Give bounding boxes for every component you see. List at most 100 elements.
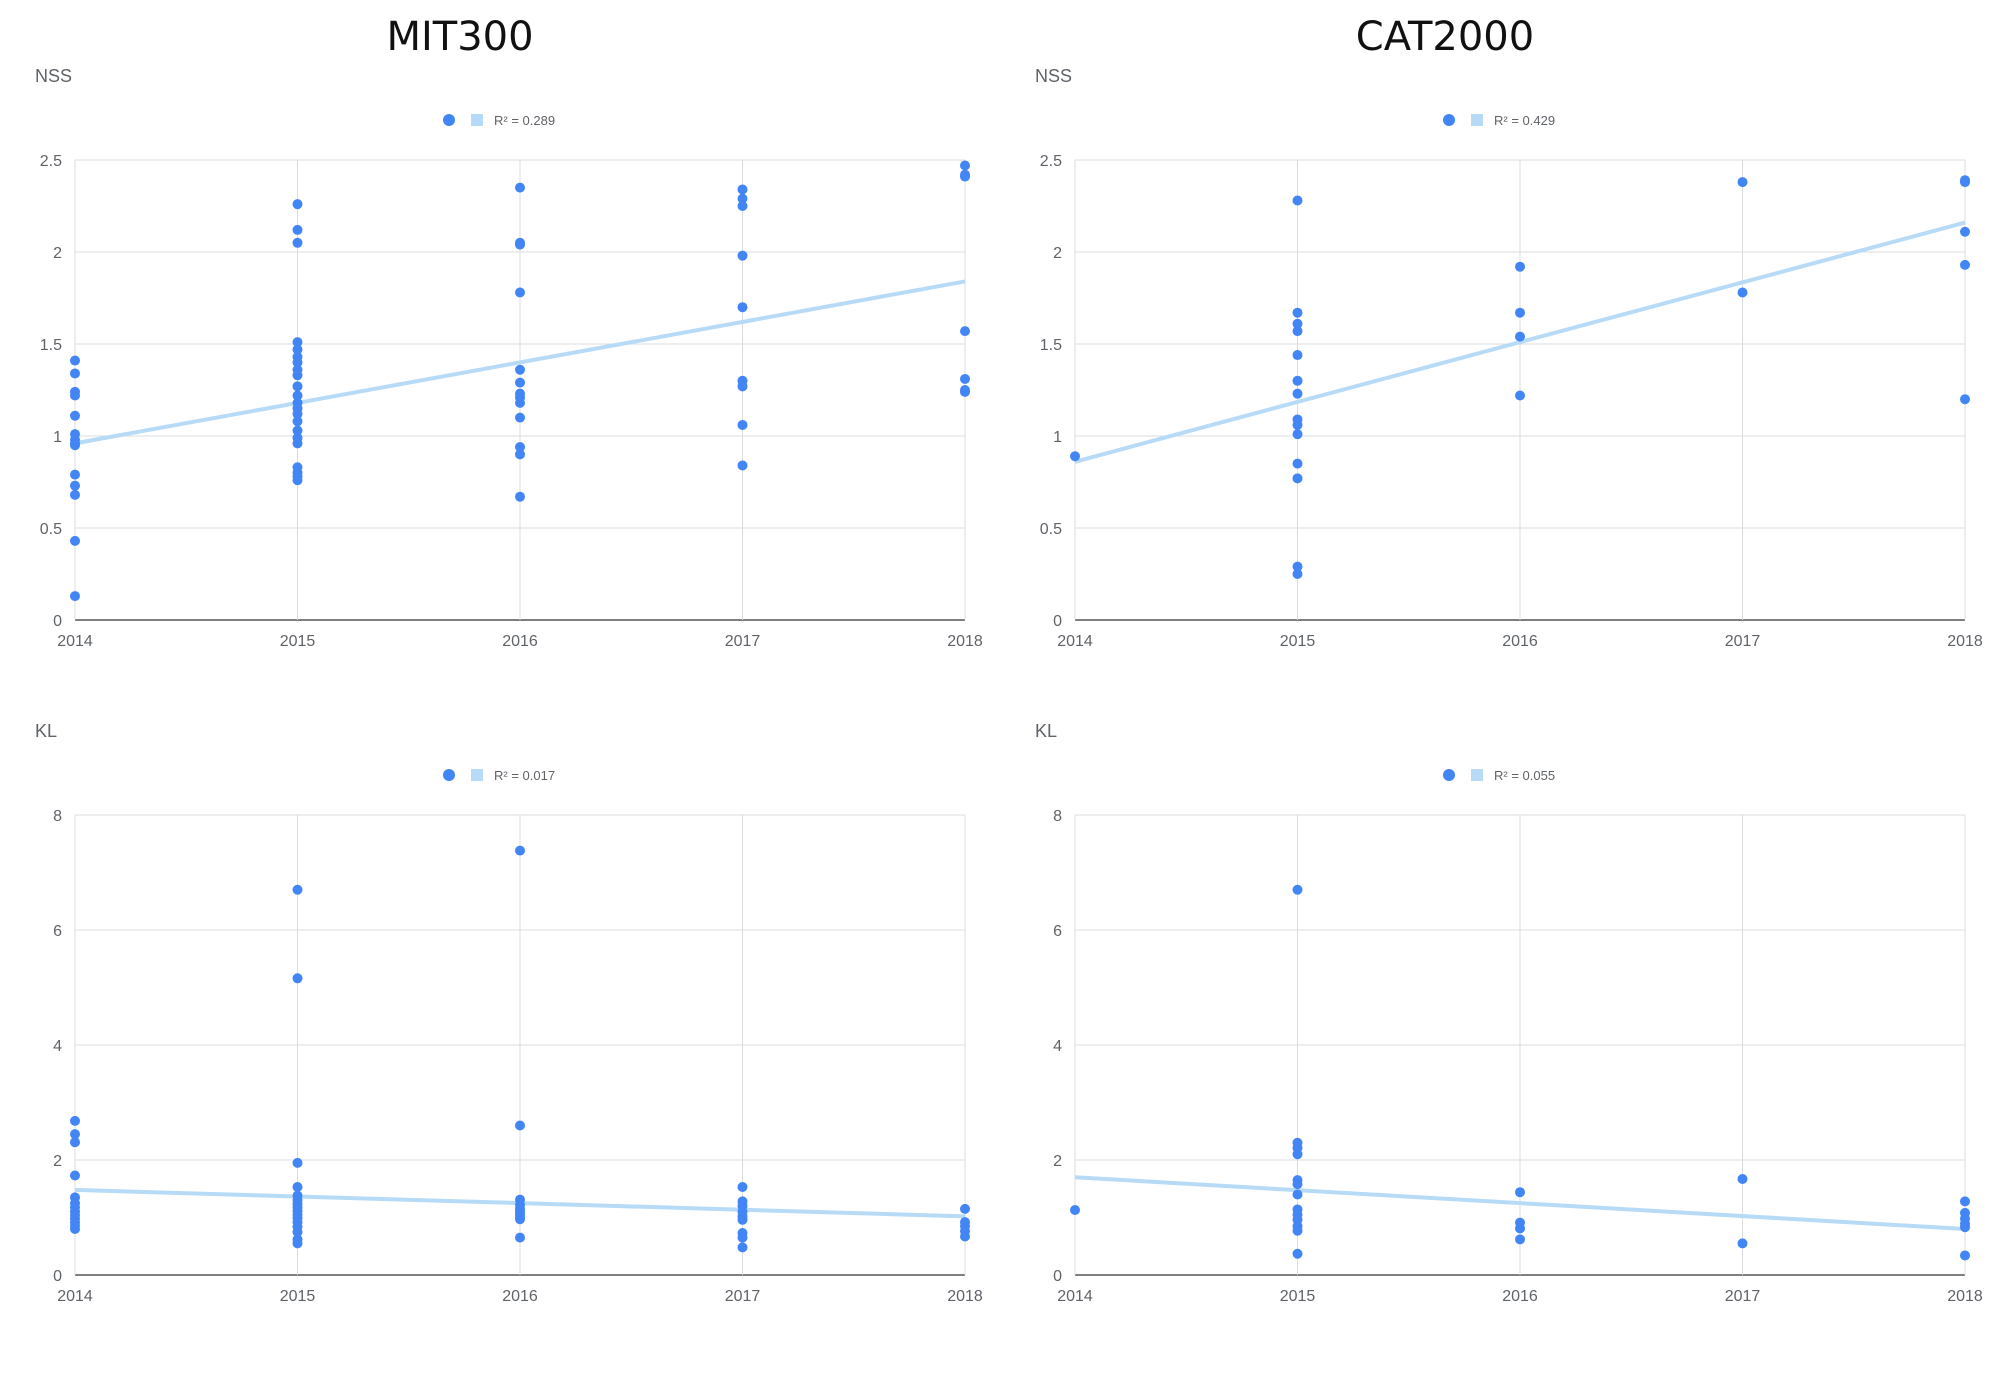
data-point [292,408,303,419]
chart-mit300-nss: NSS R² = 0.289 0 0.5 1 1.5 2 2.5 2014 2015 2016 201… [0,60,1000,720]
data-point [1960,177,1970,188]
data-point [70,1137,80,1148]
data-point [70,1170,80,1181]
y-tick-label: 1.5 [40,337,62,354]
x-tick-label: 2016 [1502,1288,1538,1305]
data-point [1737,1238,1748,1249]
data-point [1292,350,1303,361]
column-title-cat2000: CAT2000 [1355,14,1535,60]
y-tick-label: 1 [53,429,62,446]
data-point [737,1182,748,1193]
data-point [1960,1222,1970,1233]
x-tick-label: 2015 [280,1288,316,1305]
y-tick-label: 0 [53,613,62,630]
data-point [960,326,970,337]
data-point [1960,394,1970,405]
legend: R² = 0.429 [1443,113,1555,128]
data-point [292,381,303,392]
chart-cat2000-kl: KL R² = 0.055 0 2 4 6 8 2014 2015 2016 2017 2018 [1000,715,2000,1375]
x-tick-label: 2017 [1725,633,1761,650]
y-axis-label: NSS [35,66,72,86]
data-point [1292,1149,1303,1160]
y-tick-label: 6 [53,923,62,940]
y-tick-label: 4 [1053,1038,1062,1055]
x-tick-label: 2015 [1280,1288,1316,1305]
data-point [292,237,303,248]
column-title-mit300: MIT300 [386,14,534,60]
data-point [1070,451,1080,462]
data-point [960,1231,970,1242]
data-point [1960,226,1970,237]
data-point [515,412,525,423]
chart-mit300-kl: KL R² = 0.017 0 2 4 6 8 2014 2015 2016 2017 2018 [0,715,1000,1375]
data-point [1292,195,1303,206]
data-point [737,381,748,392]
data-point [1292,884,1303,895]
data-point [515,182,525,193]
x-tick-label: 2017 [1725,1288,1761,1305]
data-point [737,460,748,471]
legend-marker-points [443,769,455,781]
data-point [292,1182,303,1193]
data-point [1292,1248,1303,1259]
x-tick-label: 2014 [57,1288,93,1305]
data-point [70,368,80,379]
data-point [737,193,748,204]
y-tick-label: 8 [1053,808,1062,825]
legend-label-trendline: R² = 0.429 [1494,113,1555,128]
data-point [515,449,525,460]
data-point [292,337,303,348]
x-tick-label: 2018 [947,1288,983,1305]
data-point [515,1214,525,1225]
x-tick-label: 2018 [1947,1288,1983,1305]
data-point [960,1203,970,1214]
y-tick-label: 2.5 [40,153,62,170]
x-tick-label: 2016 [1502,633,1538,650]
data-point [70,390,80,401]
legend-label-trendline: R² = 0.055 [1494,768,1555,783]
x-tick-label: 2017 [725,633,761,650]
data-point [515,364,525,375]
x-tick-label: 2018 [1947,633,1983,650]
data-point [960,386,970,397]
data-point [292,475,303,486]
data-point [515,287,525,298]
data-point [1292,429,1303,440]
data-point [292,438,303,449]
y-tick-label: 0 [1053,613,1062,630]
data-point [70,1115,80,1126]
x-tick-label: 2014 [1057,633,1093,650]
y-tick-label: 2 [1053,1153,1062,1170]
data-point [292,973,303,984]
data-point [1292,388,1303,399]
data-point [737,1232,748,1243]
data-point [1292,569,1303,579]
data-point [70,410,80,421]
x-tick-label: 2014 [57,633,93,650]
x-tick-label: 2016 [502,1288,538,1305]
y-tick-label: 0 [53,1268,62,1285]
data-point [1292,419,1303,430]
y-tick-label: 0.5 [40,521,62,538]
y-tick-label: 2 [53,245,62,262]
y-tick-label: 2 [1053,245,1062,262]
trendline [74,279,966,446]
data-point [1292,1179,1303,1190]
legend-marker-trendline [471,114,483,126]
x-tick-label: 2015 [280,633,316,650]
chart-svg: NSS R² = 0.289 0 0.5 1 1.5 2 2.5 2014 2015 2016 201… [35,66,983,650]
data-point [70,469,80,480]
x-tick-label: 2017 [725,1288,761,1305]
data-point [515,845,525,856]
x-tick-label: 2016 [502,633,538,650]
data-point [1292,458,1303,469]
data-point [1292,318,1303,329]
legend-marker-trendline [471,769,483,781]
legend: R² = 0.055 [1443,768,1555,783]
data-point [292,357,303,368]
data-point [292,370,303,381]
y-tick-label: 2 [53,1153,62,1170]
data-point [515,239,525,250]
y-tick-label: 8 [53,808,62,825]
legend-label-trendline: R² = 0.017 [494,768,555,783]
